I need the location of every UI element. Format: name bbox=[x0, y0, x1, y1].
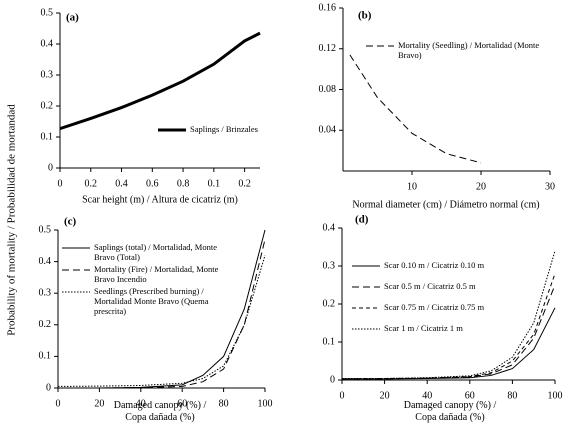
legend-label: Saplings / Brinzales bbox=[190, 124, 258, 134]
series-line bbox=[57, 255, 266, 387]
y-tick-label: 0.2 bbox=[39, 319, 52, 330]
x-tick-label: 100 bbox=[258, 398, 273, 409]
y-axis-label: Probability of mortality / Probabilidad … bbox=[6, 104, 18, 336]
y-tick-label: 0.1 bbox=[323, 336, 336, 347]
legend-label-box: Scar 0.5 m / Cicatriz 0.5 m bbox=[384, 281, 476, 291]
legend-label: Mortality (Seedling) / Mortalidad (Monte… bbox=[398, 40, 540, 60]
legend-label: Saplings (total) / Mortalidad, Monte Bra… bbox=[94, 242, 217, 262]
y-tick-label: 0.4 bbox=[41, 38, 54, 49]
y-tick-label: 0.12 bbox=[319, 43, 337, 54]
legend-label-box: Seedlings (Prescribed burning) / Mortali… bbox=[94, 286, 209, 316]
y-tick-label: 0.16 bbox=[319, 2, 337, 13]
legend-label-box: Scar 1 m / Cicatriz 1 m bbox=[384, 323, 463, 333]
x-tick-label: 20 bbox=[94, 398, 104, 409]
y-tick-label: 0.3 bbox=[323, 260, 336, 271]
panel-label: (a) bbox=[66, 12, 79, 24]
x-tick-label: 0.1 bbox=[208, 178, 221, 189]
x-tick-label: 100 bbox=[548, 390, 563, 401]
x-tick-label: 0.8 bbox=[177, 178, 190, 189]
x-tick-label: 20 bbox=[380, 390, 390, 401]
x-tick-label: 10 bbox=[407, 181, 417, 192]
x-axis-label: Normal diameter (cm) / Diámetro normal (… bbox=[352, 199, 539, 210]
y-tick-label: 0.4 bbox=[323, 222, 336, 233]
panel-label: (c) bbox=[64, 216, 77, 228]
series-line bbox=[59, 31, 261, 131]
x-tick-label: 0.6 bbox=[146, 178, 159, 189]
y-tick-label: 0.4 bbox=[39, 256, 52, 267]
x-tick-label: 60 bbox=[465, 390, 475, 401]
x-tick-label: 0 bbox=[58, 178, 63, 189]
y-tick-label: 0.2 bbox=[41, 100, 54, 111]
legend-label-box: Mortality (Seedling) / Mortalidad (Monte… bbox=[398, 40, 540, 60]
x-axis-label-box: Damaged canopy (%) / Copa dañada (%) bbox=[403, 400, 497, 423]
y-tick-label: 0.08 bbox=[319, 84, 337, 95]
x-axis-label: Damaged canopy (%) / Copa dañada (%) bbox=[113, 400, 207, 423]
legend-label: Seedlings (Prescribed burning) / Mortali… bbox=[94, 286, 209, 316]
y-tick-label: 0 bbox=[48, 162, 53, 173]
legend-label-box: Scar 0.75 m / Cicatriz 0.75 m bbox=[384, 302, 485, 312]
legend-label: Scar 0.10 m / Cicatriz 0.10 m bbox=[384, 260, 485, 270]
legend-label: Mortality (Fire) / Mortalidad, Monte Bra… bbox=[94, 264, 219, 284]
series-line bbox=[349, 54, 482, 164]
x-tick-label: 0 bbox=[56, 398, 61, 409]
x-axis-label-box: Damaged canopy (%) / Copa dañada (%) bbox=[113, 400, 207, 423]
legend-label-box: Saplings (total) / Mortalidad, Monte Bra… bbox=[94, 242, 217, 262]
x-tick-label: 0.4 bbox=[115, 178, 128, 189]
x-tick-label: 40 bbox=[422, 390, 432, 401]
panel-label: (b) bbox=[358, 10, 372, 22]
panel-label: (d) bbox=[355, 214, 369, 226]
y-tick-label: 0.2 bbox=[323, 298, 336, 309]
legend-label-box: Saplings / Brinzales bbox=[190, 124, 258, 134]
y-tick-label: 0.5 bbox=[39, 224, 52, 235]
x-tick-label: 80 bbox=[219, 398, 229, 409]
x-tick-label: 80 bbox=[507, 390, 517, 401]
series-line bbox=[341, 273, 556, 380]
x-tick-label: 0.2 bbox=[238, 178, 251, 189]
y-tick-label: 0.3 bbox=[39, 287, 52, 298]
y-tick-label: 0.3 bbox=[41, 69, 54, 80]
y-tick-label: 0.1 bbox=[39, 351, 52, 362]
y-tick-label: 0.5 bbox=[41, 7, 54, 18]
x-tick-label: 0 bbox=[340, 390, 345, 401]
legend-label-box: Mortality (Fire) / Mortalidad, Monte Bra… bbox=[94, 264, 219, 284]
legend-label: Scar 1 m / Cicatriz 1 m bbox=[384, 323, 463, 333]
legend-label: Scar 0.5 m / Cicatriz 0.5 m bbox=[384, 281, 476, 291]
y-tick-label: 0.04 bbox=[319, 125, 337, 136]
x-axis-label: Damaged canopy (%) / Copa dañada (%) bbox=[403, 400, 497, 423]
series-line bbox=[342, 250, 556, 379]
x-tick-label: 0.2 bbox=[85, 178, 98, 189]
x-tick-label: 20 bbox=[476, 181, 486, 192]
x-tick-label: 30 bbox=[545, 181, 555, 192]
y-tick-label: 0.1 bbox=[41, 131, 54, 142]
x-tick-label: 40 bbox=[136, 398, 146, 409]
y-tick-label: 0 bbox=[330, 374, 335, 385]
legend-label: Scar 0.75 m / Cicatriz 0.75 m bbox=[384, 302, 485, 312]
legend-label-box: Scar 0.10 m / Cicatriz 0.10 m bbox=[384, 260, 485, 270]
x-tick-label: 60 bbox=[177, 398, 187, 409]
y-tick-label: 0 bbox=[46, 382, 51, 393]
x-axis-label: Scar height (m) / Altura de cicatriz (m) bbox=[82, 194, 238, 205]
